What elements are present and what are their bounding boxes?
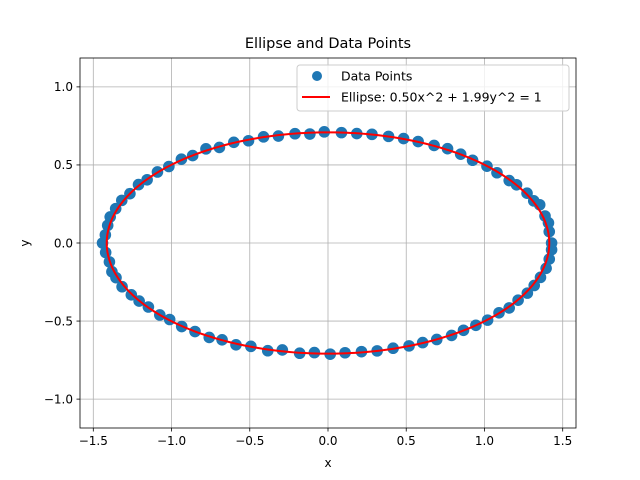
y-tick-label: −1.0 xyxy=(44,392,73,406)
y-tick-label: −0.5 xyxy=(44,314,73,328)
x-tick-label: −0.5 xyxy=(235,434,264,448)
y-axis-ticks: −1.0 −0.5 0.0 0.5 1.0 xyxy=(44,80,80,406)
x-tick-label: −1.5 xyxy=(79,434,108,448)
data-point xyxy=(543,225,556,238)
data-point xyxy=(261,344,274,357)
x-tick-label: 1.0 xyxy=(475,434,494,448)
legend-box xyxy=(296,64,570,112)
data-point xyxy=(540,262,552,275)
plot-area xyxy=(96,126,558,360)
data-point xyxy=(116,280,128,293)
x-axis-ticks: −1.5 −1.0 −0.5 0.0 0.5 1.0 1.5 xyxy=(79,428,572,448)
y-axis-label: y xyxy=(18,239,32,246)
x-axis-label: x xyxy=(324,456,331,470)
data-point xyxy=(276,344,289,356)
x-tick-label: 1.5 xyxy=(553,434,572,448)
x-tick-label: −1.0 xyxy=(157,434,186,448)
legend-marker-data-points xyxy=(312,71,322,81)
data-point xyxy=(521,187,533,199)
x-tick-label: 0.0 xyxy=(318,434,337,448)
legend: Data Points Ellipse: 0.50x^2 + 1.99y^2 =… xyxy=(296,64,570,112)
y-tick-label: 0.0 xyxy=(54,236,73,250)
y-tick-label: 1.0 xyxy=(54,80,73,94)
data-point xyxy=(304,128,316,140)
x-tick-label: 0.5 xyxy=(397,434,416,448)
ellipse-line xyxy=(105,131,551,355)
grid xyxy=(80,58,576,428)
data-point xyxy=(230,338,242,351)
chart-title: Ellipse and Data Points xyxy=(245,36,411,52)
data-point xyxy=(115,194,128,207)
y-tick-label: 0.5 xyxy=(54,158,73,172)
data-point xyxy=(242,134,255,147)
data-point xyxy=(521,287,534,299)
legend-label-data-points: Data Points xyxy=(341,69,412,84)
data-point xyxy=(528,279,541,292)
legend-label-ellipse: Ellipse: 0.50x^2 + 1.99y^2 = 1 xyxy=(341,90,542,105)
data-point xyxy=(96,237,109,249)
